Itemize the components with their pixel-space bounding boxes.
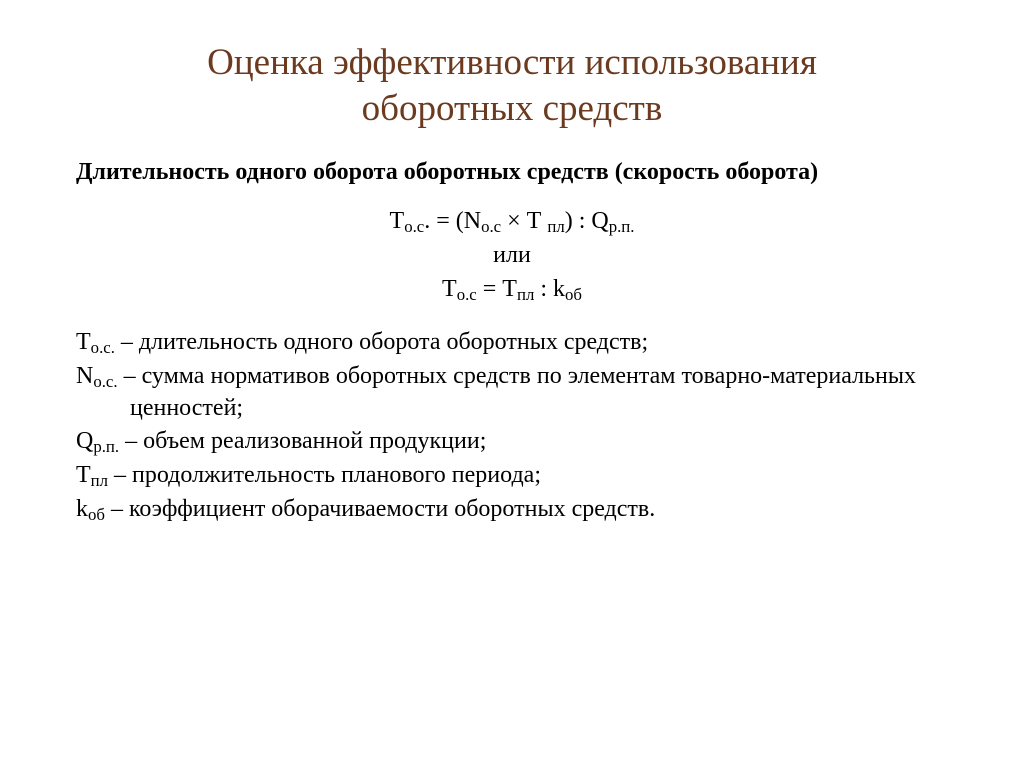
slide-title: Оценка эффективности использования оборо… [76,40,948,133]
definitions: То.с. – длительность одного оборота обор… [76,327,948,525]
d3-sub: р.п. [93,437,119,456]
d1-txt: – длительность одного оборота оборотных … [115,329,648,355]
f2-t: Т [442,276,457,302]
d2-sym: N [76,363,93,389]
slide-body: Длительность одного оборота оборотных ср… [76,157,948,526]
f1-sub1: о.с [404,217,424,236]
f1-sub4: р.п. [609,217,635,236]
def-5: kоб – коэффициент оборачиваемости оборот… [76,494,948,526]
slide: Оценка эффективности использования оборо… [0,0,1024,767]
formula-block: То.с. = (Nо.с × Т пл) : Qр.п. или То.с =… [76,206,948,305]
formula-line-1: То.с. = (Nо.с × Т пл) : Qр.п. [76,206,948,238]
d5-txt: – коэффициент оборачиваемости оборотных … [105,496,655,522]
def-4: Тпл – продолжительность планового период… [76,460,948,492]
d3-sym: Q [76,428,93,454]
f2-sub3: об [565,285,582,304]
f1-m3: ) : Q [565,208,609,234]
f1-m2: × Т [501,208,547,234]
d5-sym: k [76,496,88,522]
d5-sub: об [88,505,105,524]
f1-m1: . = (N [424,208,481,234]
d3-txt: – объем реализованной продукции; [119,428,486,454]
f1-t: Т [390,208,405,234]
d2-txt: – сумма нормативов оборотных средств по … [118,363,916,421]
d2-sub: о.с. [93,372,117,391]
d4-sub: пл [91,471,108,490]
title-line-2: оборотных средств [362,88,663,129]
d4-sym: Т [76,462,91,488]
intro-paragraph: Длительность одного оборота оборотных ср… [76,157,948,189]
f2-sub2: пл [517,285,534,304]
d4-txt: – продолжительность планового периода; [108,462,541,488]
f1-sub3: пл [547,217,564,236]
f2-sub1: о.с [457,285,477,304]
d1-sym: Т [76,329,91,355]
def-1: То.с. – длительность одного оборота обор… [76,327,948,359]
intro-text: Длительность одного оборота оборотных ср… [76,159,818,185]
formula-or: или [76,240,948,272]
f2-m2: : k [534,276,565,302]
d1-sub: о.с. [91,338,115,357]
def-3: Qр.п. – объем реализованной продукции; [76,426,948,458]
formula-line-2: То.с = Тпл : kоб [76,274,948,306]
f1-sub2: о.с [481,217,501,236]
title-line-1: Оценка эффективности использования [207,42,817,83]
f2-m1: = Т [477,276,517,302]
def-2: Nо.с. – сумма нормативов оборотных средс… [76,361,948,424]
